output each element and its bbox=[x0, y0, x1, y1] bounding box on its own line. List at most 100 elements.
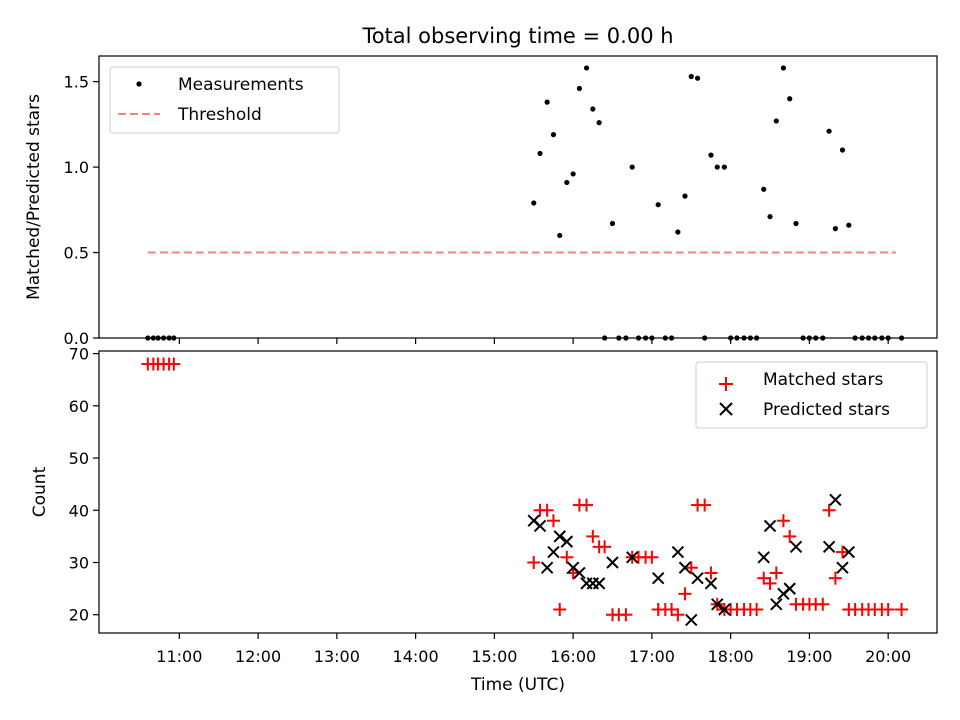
matched-star-point bbox=[167, 357, 181, 371]
measurement-point bbox=[564, 179, 570, 186]
measurement-point bbox=[714, 164, 720, 170]
matched-star-point bbox=[546, 514, 560, 528]
matched-star-point bbox=[822, 503, 836, 517]
chart-title: Total observing time = 0.00 h bbox=[361, 24, 673, 48]
measurement-point bbox=[846, 222, 852, 228]
measurement-point bbox=[721, 164, 727, 170]
top-axes-frame bbox=[98, 55, 938, 339]
measurement-point bbox=[576, 85, 583, 92]
matched-star-point bbox=[678, 587, 692, 601]
measurement-point bbox=[544, 99, 550, 105]
predicted-star-point bbox=[842, 545, 855, 559]
predicted-star-point bbox=[560, 535, 574, 548]
predicted-star-point bbox=[592, 577, 606, 590]
legend-label-threshold: Threshold bbox=[177, 105, 262, 125]
predicted-star-point bbox=[822, 540, 836, 554]
measurement-point bbox=[649, 335, 655, 341]
top-axes: 0.0 0.5 1.0 1.5 Matched/Predicted stars Mea… bbox=[24, 55, 938, 348]
predicted-star-point bbox=[553, 530, 566, 543]
matched-star-point bbox=[704, 566, 718, 580]
bottom-y-tick-label: 70 bbox=[69, 345, 89, 364]
predicted-star-point bbox=[573, 566, 586, 580]
matched-star-point bbox=[776, 514, 790, 528]
bottom-y-ticks: 20 30 40 50 60 70 bbox=[69, 345, 99, 625]
x-tick-label: 18:00 bbox=[708, 647, 754, 666]
predicted-star-point bbox=[789, 540, 803, 554]
x-axis-label: Time (UTC) bbox=[470, 675, 565, 695]
matched-star-point bbox=[580, 498, 594, 512]
x-tick-label: 16:00 bbox=[550, 647, 596, 666]
predicted-star-point bbox=[783, 582, 796, 595]
measurement-point bbox=[688, 73, 694, 80]
predicted-star-point bbox=[678, 561, 692, 574]
bottom-y-tick-label: 50 bbox=[69, 449, 89, 468]
top-y-axis-label: Matched/Predicted stars bbox=[24, 94, 44, 300]
measurement-point bbox=[662, 335, 668, 341]
matched-star-point bbox=[586, 529, 600, 543]
measurement-point bbox=[150, 335, 156, 341]
predicted-star-point bbox=[691, 571, 704, 585]
legend-marker-matched bbox=[719, 377, 733, 391]
measurement-point bbox=[787, 96, 793, 102]
bottom-y-tick-label: 60 bbox=[69, 397, 89, 416]
measurement-point bbox=[754, 335, 760, 341]
predicted-star-point bbox=[711, 598, 724, 611]
measurement-point bbox=[531, 200, 537, 206]
measurement-point bbox=[590, 106, 596, 112]
bottom-axes-frame bbox=[98, 350, 938, 634]
measurement-point bbox=[160, 335, 167, 341]
measurement-point bbox=[813, 335, 819, 341]
measurement-point bbox=[570, 171, 576, 177]
predicted-star-point bbox=[829, 493, 842, 507]
measurement-point bbox=[885, 335, 891, 341]
measurement-point bbox=[865, 335, 872, 341]
matched-star-point bbox=[671, 608, 685, 622]
measurement-point bbox=[655, 202, 661, 208]
measurement-point bbox=[800, 335, 806, 341]
legend-label-matched: Matched stars bbox=[763, 370, 883, 390]
measurement-point bbox=[793, 220, 799, 227]
measurement-point bbox=[767, 214, 773, 220]
predicted-star-point bbox=[671, 545, 685, 559]
measurement-point bbox=[780, 65, 787, 71]
x-tick-label: 12:00 bbox=[235, 647, 281, 666]
matched-star-point bbox=[881, 603, 895, 616]
measurement-point bbox=[550, 132, 557, 138]
measurement-point bbox=[852, 335, 858, 341]
predicted-star-point bbox=[685, 613, 698, 627]
predicted-star-point bbox=[836, 561, 849, 574]
measurement-point bbox=[728, 335, 734, 341]
measurement-point bbox=[879, 335, 885, 341]
x-tick-label: 14:00 bbox=[393, 647, 439, 666]
matched-star-point bbox=[527, 556, 541, 569]
predicted-star-point bbox=[606, 556, 619, 569]
measurement-point bbox=[635, 335, 642, 341]
measurement-point bbox=[537, 150, 543, 157]
measurement-point bbox=[734, 335, 740, 341]
predicted-star-point bbox=[718, 603, 731, 616]
measurement-point bbox=[583, 65, 590, 71]
matched-star-point bbox=[560, 550, 574, 564]
predicted-star-point bbox=[763, 519, 777, 533]
measurement-point bbox=[806, 335, 813, 341]
top-series bbox=[145, 65, 905, 341]
bottom-y-tick-label: 30 bbox=[69, 554, 89, 573]
measurement-point bbox=[682, 193, 688, 199]
measurement-point bbox=[872, 335, 878, 341]
x-tick-label: 17:00 bbox=[629, 647, 675, 666]
bottom-axes: 20 30 40 50 60 70 11:00 12:00 13:00 14:00 15:00 16… bbox=[30, 345, 938, 695]
predicted-star-point bbox=[651, 571, 665, 585]
matched-star-point bbox=[895, 603, 909, 616]
top-legend-box bbox=[109, 66, 340, 134]
measurement-point bbox=[629, 164, 635, 170]
measurement-point bbox=[616, 335, 622, 341]
predicted-star-point bbox=[540, 561, 554, 574]
measurement-point bbox=[602, 335, 608, 341]
measurement-point bbox=[832, 226, 839, 232]
top-y-tick-label: 1.0 bbox=[64, 158, 89, 177]
measurement-point bbox=[171, 335, 177, 341]
measurement-point bbox=[826, 128, 832, 134]
measurement-point bbox=[155, 335, 161, 341]
top-y-tick-label: 1.5 bbox=[64, 73, 89, 92]
predicted-star-point bbox=[704, 577, 718, 590]
